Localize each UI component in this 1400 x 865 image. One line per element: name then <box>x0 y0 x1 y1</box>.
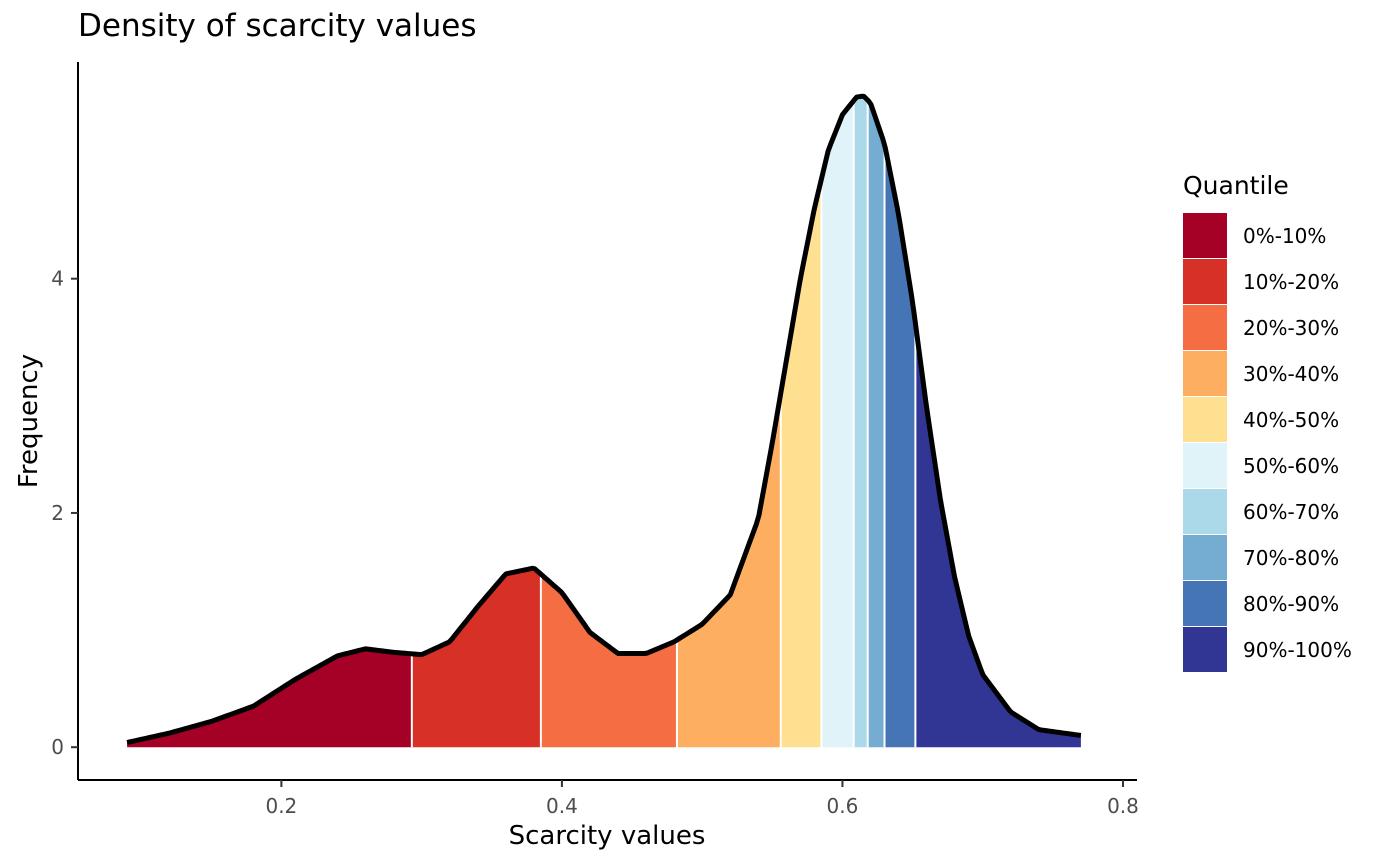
x-tick-label: 0.4 <box>546 794 578 818</box>
chart-title: Density of scarcity values <box>78 8 477 44</box>
quantile-area-6 <box>821 100 854 748</box>
x-tick-label: 0.8 <box>1107 794 1139 818</box>
legend-label: 0%-10% <box>1243 224 1326 248</box>
legend-swatch <box>1183 627 1227 672</box>
legend-swatch <box>1183 397 1227 442</box>
legend-label: 80%-90% <box>1243 592 1339 616</box>
legend-label: 60%-70% <box>1243 500 1339 524</box>
legend-label: 70%-80% <box>1243 546 1339 570</box>
density-line <box>126 93 1082 745</box>
legend-swatch <box>1183 305 1227 350</box>
quantile-area-3 <box>540 574 677 748</box>
quantile-dividers <box>410 100 917 748</box>
legend-swatch <box>1183 443 1227 488</box>
legend-label: 50%-60% <box>1243 454 1339 478</box>
legend-swatch <box>1183 489 1227 534</box>
quantile-area-4 <box>676 393 781 748</box>
legend-swatch <box>1183 535 1227 580</box>
x-axis-label: Scarcity values <box>509 821 706 851</box>
y-tick-label: 4 <box>51 267 64 291</box>
legend-label: 90%-100% <box>1243 638 1352 662</box>
x-tick-label: 0.6 <box>827 794 859 818</box>
legend-label: 40%-50% <box>1243 408 1339 432</box>
legend-swatch <box>1183 351 1227 396</box>
axes: 0.2 0.4 0.6 0.8 0 2 4 <box>51 62 1139 818</box>
legend-swatch <box>1183 213 1227 258</box>
legend-swatch <box>1183 259 1227 304</box>
y-axis-label: Frequency <box>14 354 44 488</box>
legend-label: 30%-40% <box>1243 362 1339 386</box>
quantile-area-2 <box>411 568 541 748</box>
quantile-area-5 <box>780 179 822 748</box>
legend-label: 20%-30% <box>1243 316 1339 340</box>
quantile-area-10 <box>915 323 1081 748</box>
x-tick-label: 0.2 <box>265 794 297 818</box>
quantile-area-7 <box>853 96 868 748</box>
y-tick-label: 0 <box>51 735 64 759</box>
legend-swatch <box>1183 581 1227 626</box>
legend: Quantile 0%-10% 10%-20% 20%-30% 30%-40% 40%-5… <box>1183 171 1352 672</box>
legend-label: 10%-20% <box>1243 270 1339 294</box>
quantile-area-9 <box>884 143 916 748</box>
y-tick-label: 2 <box>51 501 64 525</box>
legend-title: Quantile <box>1183 171 1289 200</box>
quantile-fills <box>127 96 1081 748</box>
quantile-area-8 <box>867 100 885 748</box>
